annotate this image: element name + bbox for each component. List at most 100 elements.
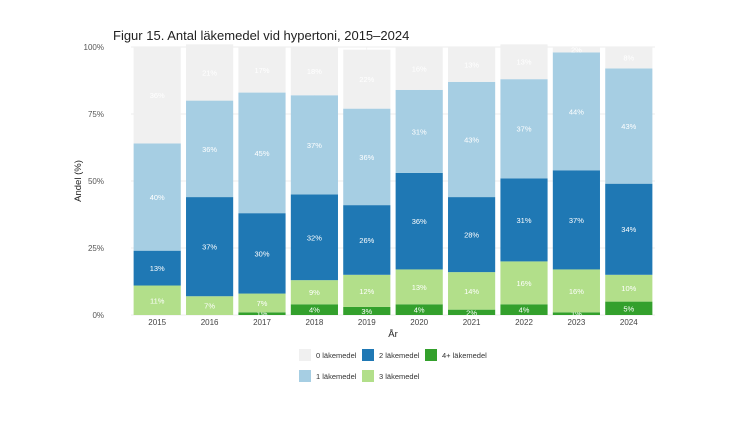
y-tick-label: 25% xyxy=(88,244,104,253)
data-label: 5% xyxy=(623,304,634,313)
bar-segment xyxy=(238,312,286,315)
data-label: 44% xyxy=(569,107,584,116)
y-tick-label: 75% xyxy=(88,110,104,119)
x-tick-label: 2021 xyxy=(463,318,481,327)
bar-segment xyxy=(343,274,391,307)
data-label: 16% xyxy=(516,279,531,288)
x-tick-label: 2019 xyxy=(358,318,376,327)
data-label: 34% xyxy=(621,225,636,234)
x-tick-label: 2018 xyxy=(306,318,324,327)
data-label: 4% xyxy=(309,306,320,315)
bar-segment xyxy=(605,301,653,315)
chart-title: Figur 15. Antal läkemedel vid hypertoni,… xyxy=(113,28,410,43)
data-label: 31% xyxy=(516,216,531,225)
bar-segment xyxy=(186,100,234,198)
x-tick-label: 2017 xyxy=(253,318,271,327)
bar-segment xyxy=(186,44,234,101)
bar-segment xyxy=(290,194,338,281)
data-label: 37% xyxy=(569,216,584,225)
data-label: 1% xyxy=(257,310,268,319)
bar-segment xyxy=(290,95,338,195)
data-label: 16% xyxy=(412,64,427,73)
data-label: 28% xyxy=(464,231,479,240)
bar-segment xyxy=(238,47,286,93)
data-label: 12% xyxy=(359,287,374,296)
data-label: 37% xyxy=(307,141,322,150)
x-tick-label: 2023 xyxy=(568,318,586,327)
bar-segment xyxy=(605,183,653,275)
legend-swatch xyxy=(425,349,437,361)
bar-segment xyxy=(238,92,286,214)
bar-segment xyxy=(238,213,286,294)
bar-segment xyxy=(605,68,653,184)
data-label: 21% xyxy=(202,68,217,77)
data-label: 22% xyxy=(359,75,374,84)
data-label: 17% xyxy=(254,66,269,75)
x-tick-label: 2020 xyxy=(410,318,428,327)
data-label: 37% xyxy=(516,125,531,134)
data-label: 7% xyxy=(257,299,268,308)
data-label: 18% xyxy=(307,67,322,76)
x-tick-label: 2015 xyxy=(148,318,166,327)
data-label: 36% xyxy=(359,153,374,162)
bar-segment xyxy=(500,178,548,262)
bar-segment xyxy=(448,272,496,310)
data-label: 2% xyxy=(571,46,582,55)
bar-segment xyxy=(552,47,600,53)
legend-label: 4+ läkemedel xyxy=(442,351,487,360)
bar-segment xyxy=(395,269,443,305)
bar-segment xyxy=(552,52,600,171)
bar-segment xyxy=(448,81,496,198)
legend-swatch xyxy=(362,370,374,382)
data-label: 36% xyxy=(412,217,427,226)
y-axis-title: Andel (%) xyxy=(73,160,84,202)
legend-label: 0 läkemedel xyxy=(316,351,357,360)
bar-segment xyxy=(343,205,391,275)
y-tick-label: 100% xyxy=(84,43,104,52)
bar-segment xyxy=(343,108,391,206)
y-tick-label: 50% xyxy=(88,177,104,186)
bar-segment xyxy=(133,143,181,251)
data-label: 13% xyxy=(412,283,427,292)
data-label: 10% xyxy=(621,284,636,293)
bar-segment xyxy=(290,47,338,96)
legend-swatch xyxy=(362,349,374,361)
x-tick-label: 2024 xyxy=(620,318,638,327)
data-label: 9% xyxy=(309,288,320,297)
bar-segment xyxy=(395,47,443,90)
bar-segment xyxy=(605,274,653,302)
bar-segment xyxy=(343,306,391,315)
bar-segment xyxy=(500,79,548,179)
data-label: 45% xyxy=(254,149,269,158)
bar-segment xyxy=(290,280,338,305)
bar-segment xyxy=(448,309,496,315)
legend-label: 3 läkemedel xyxy=(379,372,420,381)
bar-segment xyxy=(186,296,234,315)
bar-segment xyxy=(290,304,338,315)
bar-segment xyxy=(552,312,600,315)
bar-segment xyxy=(133,47,181,144)
bar-segment xyxy=(552,269,600,313)
data-label: 13% xyxy=(150,264,165,273)
data-label: 31% xyxy=(412,127,427,136)
legend-label: 1 läkemedel xyxy=(316,372,357,381)
data-label: 43% xyxy=(621,122,636,131)
bar-segment xyxy=(500,261,548,305)
bar-segment xyxy=(500,304,548,315)
bar-segment xyxy=(395,89,443,173)
data-label: 32% xyxy=(307,233,322,242)
bar-segment xyxy=(343,49,391,109)
bar-segment xyxy=(552,170,600,270)
data-label: 11% xyxy=(150,296,165,305)
bar-segment xyxy=(448,197,496,273)
bar-segment xyxy=(395,304,443,315)
bar-segment xyxy=(133,285,181,315)
data-label: 2% xyxy=(466,308,477,317)
data-label: 30% xyxy=(254,249,269,258)
legend-label: 2 läkemedel xyxy=(379,351,420,360)
bar-segment xyxy=(395,172,443,270)
data-label: 4% xyxy=(519,306,530,315)
data-label: 26% xyxy=(359,236,374,245)
